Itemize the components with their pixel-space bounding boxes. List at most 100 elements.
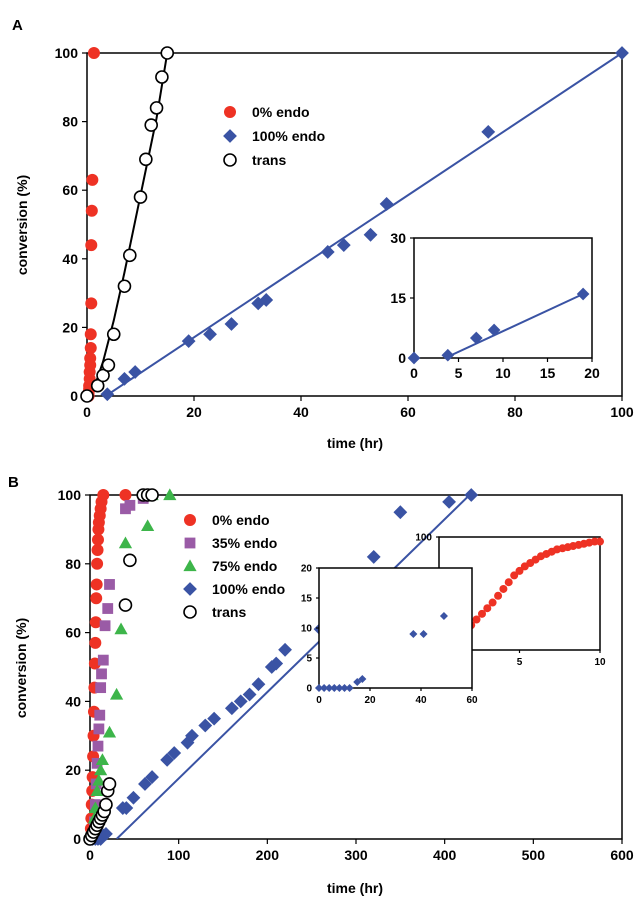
panel-a-inset-point-100-endo [487,323,501,337]
panel-b-inset-2-point-100-endo [419,629,428,639]
panel-b-point-0-endo [89,616,102,629]
panel-a-point-100-endo [100,387,115,402]
panel-b-point-100-endo [145,770,159,784]
panel-a-point-trans [101,358,116,372]
panel-b-legend-marker-75-endo [183,559,197,572]
panel-b-point-75-endo [114,622,128,635]
panel-a-x-tick-label: 0 [83,404,91,420]
panel-a-point-0-endo [87,47,100,59]
panel-b-inset-2-point-100-endo [353,677,362,687]
panel-a-inset-x-tick-label: 5 [455,365,463,381]
panel-b-inset-1-x-tick-label: 10 [594,657,606,668]
panel-b-y-axis-label: conversion (%) [13,618,29,718]
panel-b-legend: 0% endo 35% endo 75% endo 100% endo trans [183,512,285,620]
panel-b-point-75-endo [92,773,106,786]
panel-b-inset-1-point-0-endo [494,591,503,600]
panel-a-point-trans [106,327,121,342]
panel-b-legend-marker-35-endo [184,537,196,549]
panel-a-inset-point-100-endo [576,287,590,301]
panel-a-point-100-endo [224,317,239,331]
panel-b-inset-2-x-tick-label: 40 [415,695,427,706]
panel-a-point-0-endo [85,204,98,217]
panel-b-point-100-endo [278,642,292,657]
panel-b-inset-1-point-0-endo [596,537,604,546]
panel-b-point-75-endo [95,753,110,765]
panel-a-point-trans [123,248,137,263]
panel-b-inset-2-point-100-endo [340,683,349,693]
panel-a-inset-x-tick-label: 15 [540,365,556,381]
panel-a-point-0-endo [86,173,99,186]
panel-b-point-100-endo [160,752,175,767]
panel-b-x-tick-label: 500 [522,847,546,863]
panel-b-point-35-endo [92,740,104,752]
panel-b-label: B [8,474,19,491]
panel-a-label: A [12,17,23,34]
panel-b-fit-lines [115,495,471,839]
panel-b-point-0-endo [97,489,110,501]
panel-b-inset-2-point-100-endo [409,629,418,639]
panel-b-x-tick-label: 600 [610,847,634,863]
panel-a-inset-y-tick-label: 30 [390,230,406,246]
panel-b-inset-2-point-100-endo [358,674,367,684]
panel-a-x-tick-label: 100 [610,404,634,420]
panel-b-point-100-endo [185,728,199,743]
panel-a-point-100-endo [336,238,351,252]
panel-b-inset-1-point-0-endo [488,598,497,607]
panel-b-point-trans [145,488,159,502]
panel-b-legend-label-100-endo: 100% endo [212,581,285,597]
panel-b-x-tick-label: 200 [256,847,280,863]
panel-a-inset-fit-lines [444,293,584,358]
panel-b-x-tick-label: 100 [167,847,191,863]
panel-b-y-tick-label: 100 [58,487,82,503]
panel-a-point-100-endo [379,197,394,211]
panel-a-point-trans [160,46,175,60]
panel-a-x-tick-label: 20 [186,404,202,420]
panel-b-legend-marker-100-endo [183,582,197,596]
panel-b-inset-1-point-0-endo [477,609,486,618]
panel-b-point-100-endo [393,505,408,520]
panel-b-point-100-endo [138,777,152,791]
panel-a-inset-x-tick-label: 0 [410,365,418,381]
panel-b-inset-2-x-tick-label: 0 [316,695,322,706]
panel-b-inset-2: 0 20 40 60 0 5 10 15 20 [301,564,478,706]
panel-b-inset-1-point-0-endo [483,604,492,613]
panel-b-point-100-endo [242,687,257,702]
panel-b-legend-label-35-endo: 35% endo [212,535,277,551]
panel-b-point-trans [99,797,113,812]
panel-a-inset: 0 5 10 15 20 0 15 30 [390,230,600,381]
panel-b-point-0-endo [90,578,103,591]
panel-b-y-tick-label: 0 [73,831,81,847]
panel-a-point-0-endo [84,328,97,341]
panel-a-legend-label-0-endo: 0% endo [252,104,310,120]
panel-b-point-0-endo [91,533,104,546]
panel-b-point-100-endo [366,550,381,564]
panel-a-point-0-endo [84,341,97,354]
panel-a-x-tick-label: 80 [507,404,523,420]
panel-a-point-trans [80,389,94,403]
panel-a-markers [80,46,629,403]
panel-b-point-100-endo [442,494,456,509]
panel-b-point-0-endo [88,657,101,670]
panel-b-point-100-endo [224,701,239,716]
panel-b-inset-2-x-tick-label: 20 [364,695,376,706]
panel-b-legend-label-0-endo: 0% endo [212,512,270,528]
panel-a-plot-frame [86,52,623,397]
panel-b-point-100-endo [269,656,284,671]
panel-b-point-trans [102,777,117,791]
panel-a-y-axis-label: conversion (%) [14,175,30,275]
panel-b-point-100-endo [264,660,279,674]
panel-a-legend-marker-100-endo [223,129,237,143]
panel-b-y-tick-label: 80 [65,556,81,572]
panel-a-y-tick-label: 20 [62,319,78,335]
panel-b-point-35-endo [102,603,114,614]
panel-b-inset-2-frame [318,567,473,689]
panel-a-legend-label-100-endo: 100% endo [252,128,325,144]
panel-a-point-100-endo [128,365,143,379]
panel-b-inset-1-point-0-endo [504,578,513,587]
panel-a-y-tick-label: 80 [62,114,78,130]
panel-b-point-0-endo [119,489,132,501]
panel-b-point-100-endo [119,801,134,815]
panel-a-point-0-endo [85,297,98,310]
